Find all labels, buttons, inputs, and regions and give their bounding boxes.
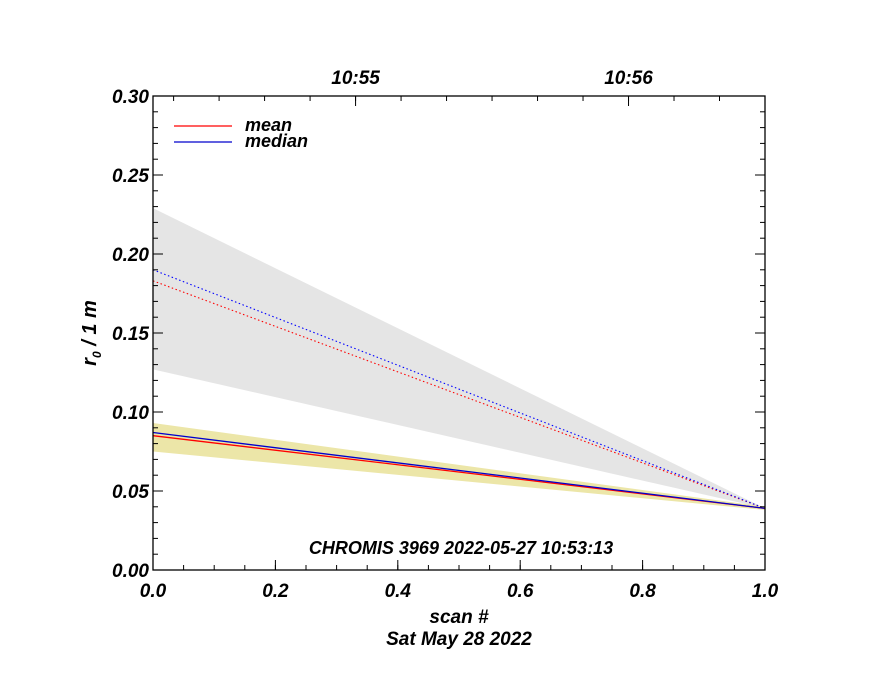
- uncertainty-band-0: [153, 208, 765, 509]
- legend-median-label: median: [245, 131, 308, 151]
- y-tick-label: 0.10: [112, 403, 149, 424]
- y-tick-label: 0.30: [112, 87, 149, 108]
- y-axis-label-sub: 0: [90, 351, 104, 358]
- x-tick-label: 1.0: [752, 581, 779, 602]
- x-tick-label: 0.8: [629, 581, 656, 602]
- uncertainty-band-1: [153, 423, 765, 510]
- legend-mean-label: mean: [245, 115, 292, 135]
- x-axis-date-label: Sat May 28 2022: [386, 629, 532, 650]
- series-layer: [152, 269, 766, 510]
- top-tick-label: 10:56: [604, 68, 653, 89]
- x-axis-label: scan #: [429, 607, 489, 628]
- chart-annotation: CHROMIS 3969 2022-05-27 10:53:13: [309, 538, 613, 558]
- x-tick-label: 0.4: [385, 581, 412, 602]
- y-tick-label: 0.00: [112, 561, 149, 582]
- x-tick-label: 0.2: [262, 581, 289, 602]
- series-line-dotted-3: [152, 269, 766, 509]
- y-axis-label: r0 / 1 m: [79, 300, 104, 366]
- y-tick-label: 0.05: [112, 482, 149, 503]
- y-axis-label-unit: / 1 m: [79, 300, 101, 351]
- x-tick-label: 0.0: [140, 581, 167, 602]
- y-tick-label: 0.25: [112, 166, 149, 187]
- series-line-dotted-2: [152, 280, 766, 509]
- y-axis-label-r: r: [79, 357, 101, 366]
- top-tick-label: 10:55: [331, 68, 380, 89]
- ticks-layer: 0.0 0.2 0.4 0.6 0.8 1.0 0.00 0.05 0.10 0.15 0.20 0.…: [112, 68, 779, 602]
- y-tick-label: 0.20: [112, 245, 149, 266]
- bands-layer: [153, 208, 765, 510]
- x-tick-label: 0.6: [507, 581, 534, 602]
- legend: mean median: [174, 115, 308, 151]
- series-line-median: [152, 431, 766, 510]
- y-tick-label: 0.15: [112, 324, 149, 345]
